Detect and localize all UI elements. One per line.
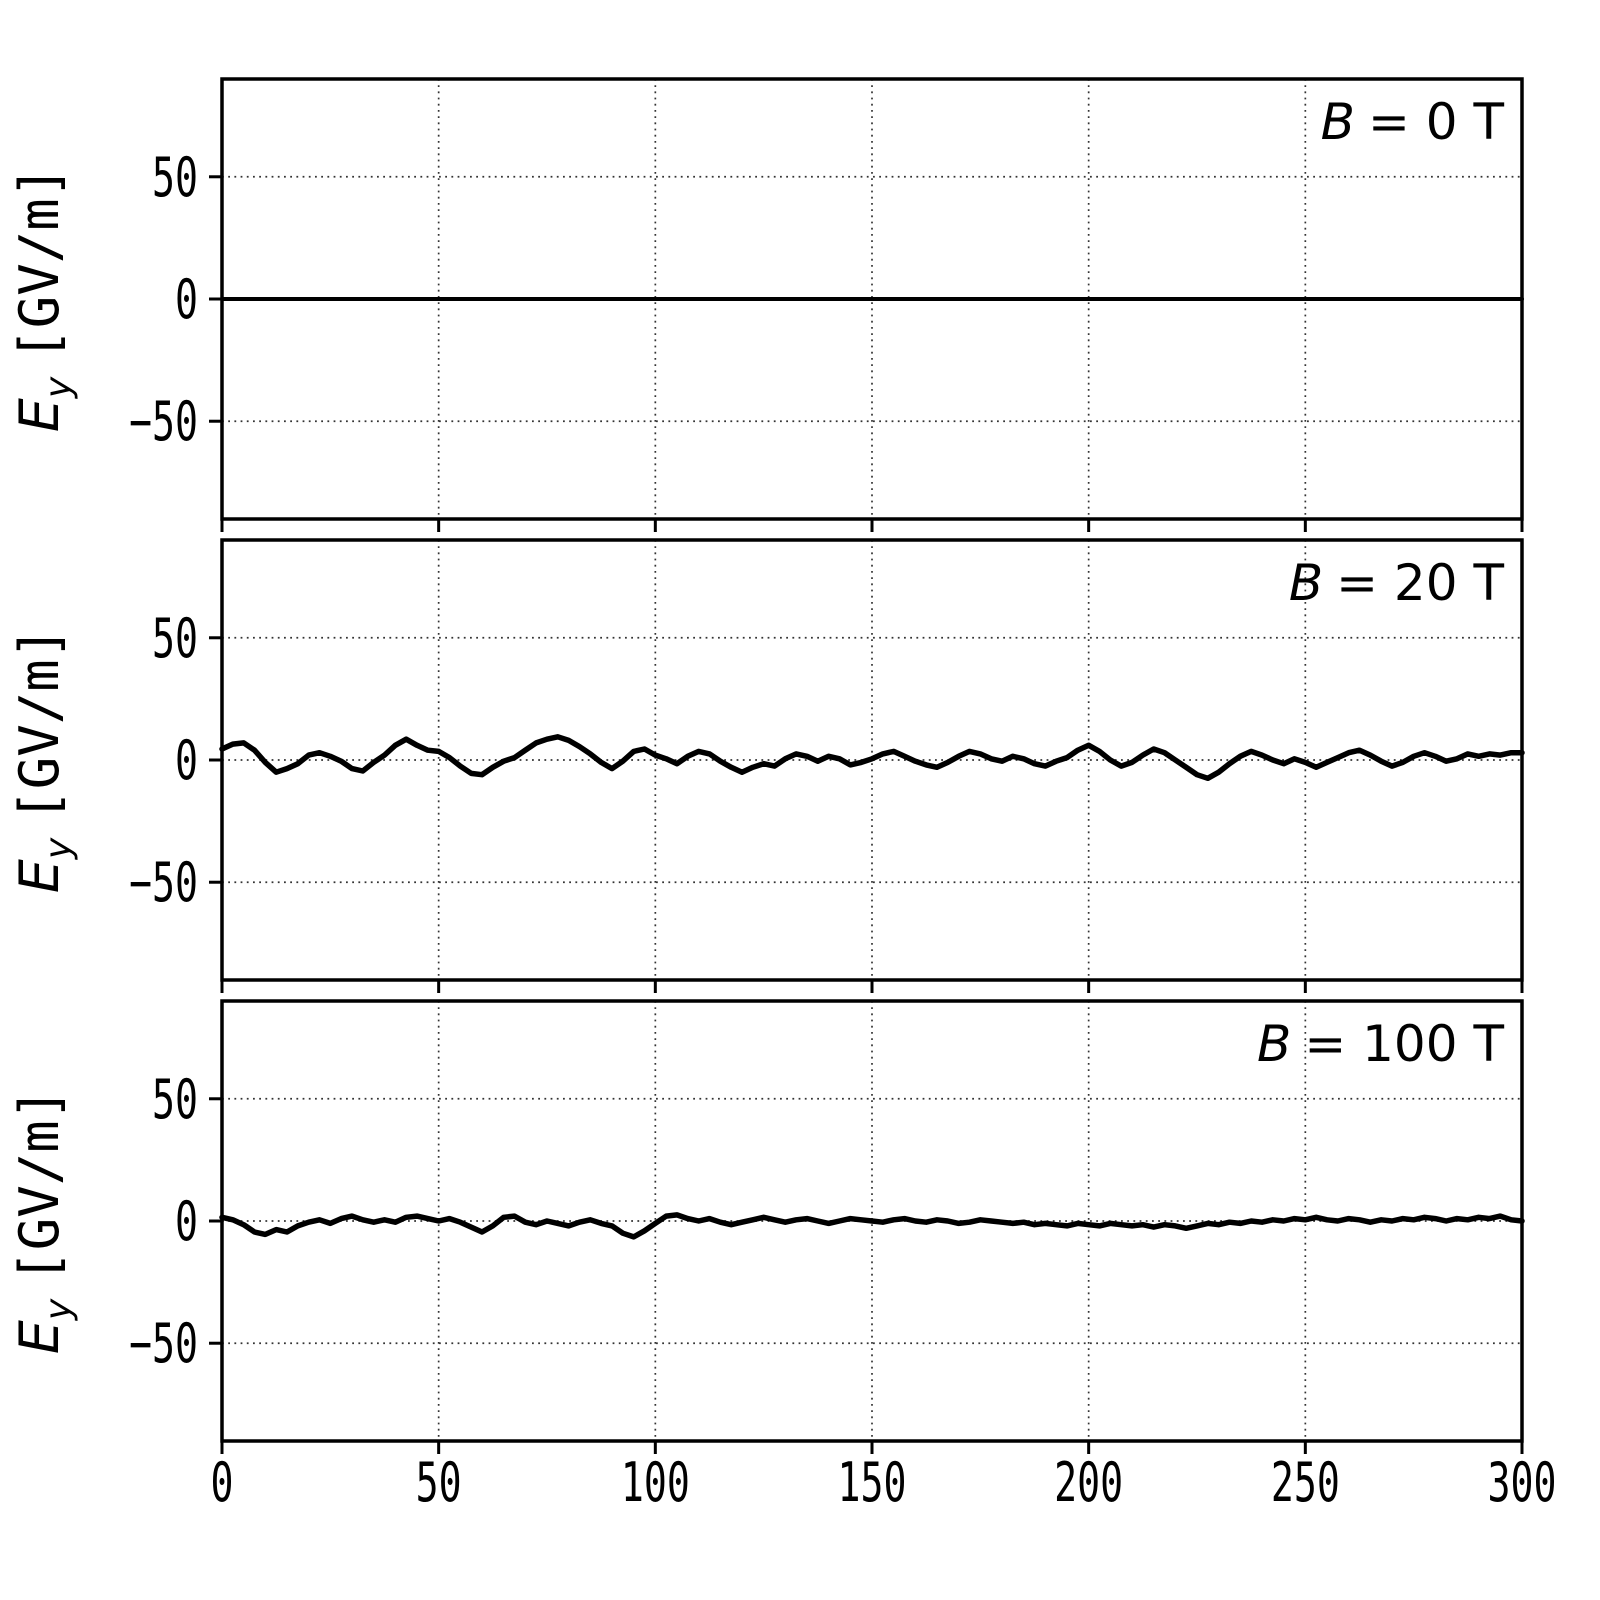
panel-top: 50 0 −50 Ey[GV/m] B = 0 T	[8, 77, 1524, 532]
y-axis-label: Ey[GV/m]	[8, 627, 79, 894]
panels-group: 50 0 −50 Ey[GV/m] B = 0 T 50 0 −50 Ey[GV/m] B = 20 …	[8, 77, 1557, 1514]
y-axis-label-text: Ey[GV/m]	[8, 166, 79, 433]
x-tick-label: 150	[838, 1451, 907, 1514]
y-tick-label: 50	[152, 607, 198, 670]
y-tick-label: −50	[129, 1312, 198, 1375]
y-axis-label: Ey[GV/m]	[8, 166, 79, 433]
y-tick-label: 0	[175, 268, 198, 331]
y-tick-label: 0	[175, 729, 198, 792]
y-tick-label: 50	[152, 146, 198, 209]
y-tick-label: 0	[175, 1190, 198, 1253]
y-axis-label: Ey[GV/m]	[8, 1088, 79, 1355]
panel-annotation: B = 100 T	[1257, 1015, 1504, 1073]
y-axis-label-text: Ey[GV/m]	[8, 1088, 79, 1355]
x-tick-label: 50	[416, 1451, 462, 1514]
y-tick-label: 50	[152, 1068, 198, 1131]
trace-100t	[219, 1212, 1525, 1240]
panel-middle: 50 0 −50 Ey[GV/m] B = 20 T	[8, 538, 1525, 993]
y-tick-label: −50	[129, 390, 198, 453]
panel-annotation: B = 20 T	[1289, 554, 1505, 612]
panel-bottom: 50 0 −50 Ey[GV/m] B = 100 T 0 50 100 150 200 250 300	[8, 999, 1557, 1514]
y-axis-label-text: Ey[GV/m]	[8, 627, 79, 894]
y-tick-label: −50	[129, 851, 198, 914]
x-tick-label: 0	[211, 1451, 234, 1514]
panel-annotation: B = 0 T	[1321, 93, 1505, 151]
x-tick-label: 250	[1271, 1451, 1340, 1514]
x-tick-label: 200	[1054, 1451, 1123, 1514]
trace-20t	[219, 734, 1525, 782]
x-tick-label: 300	[1488, 1451, 1557, 1514]
x-tick-label: 100	[621, 1451, 690, 1514]
